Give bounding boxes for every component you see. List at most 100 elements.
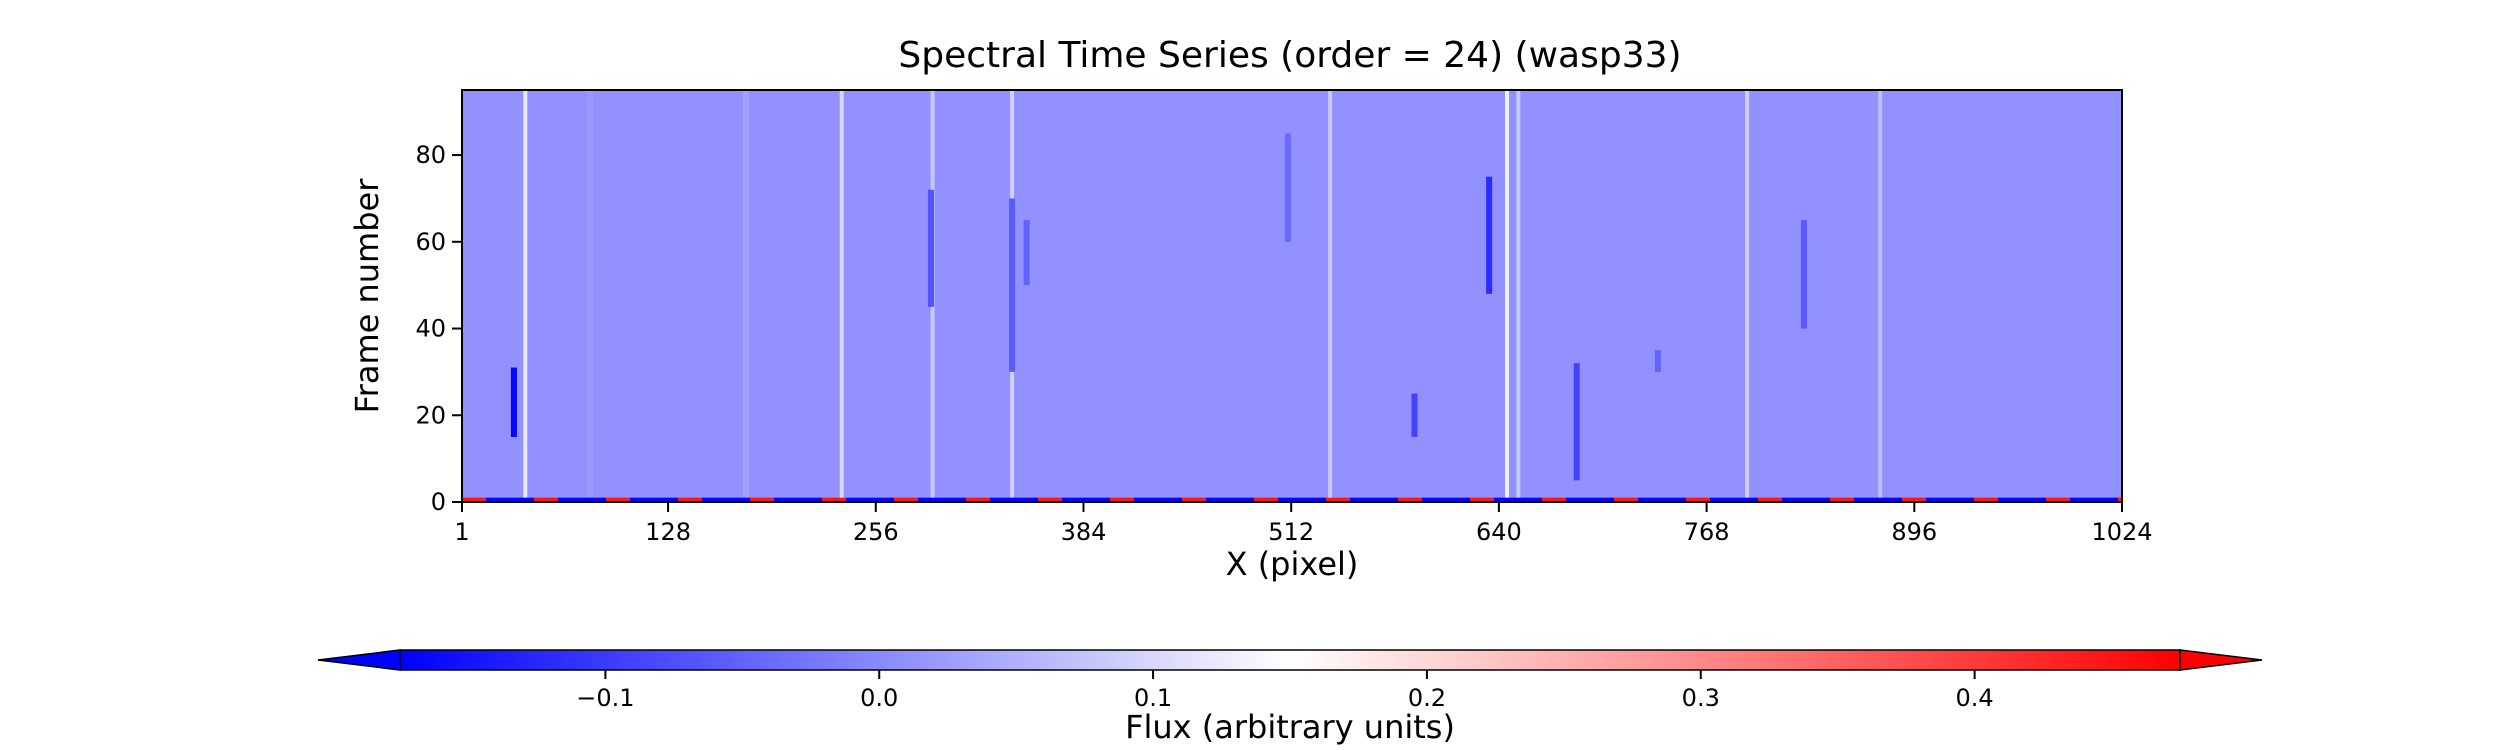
frame0-segment [1806, 497, 1830, 502]
bright-line [523, 90, 528, 502]
frame0-segment [534, 497, 558, 502]
frame0-segment [1254, 497, 1278, 502]
frame0-segment [1830, 497, 1854, 502]
colorbar-tick-label: 0.2 [1408, 684, 1446, 712]
absorption-line [1284, 133, 1291, 242]
frame0-segment [846, 497, 870, 502]
frame0-segment [918, 497, 942, 502]
x-axis: 1 128 256 384 512 640 768 896 1024 [454, 502, 2153, 546]
frame0-segment [606, 497, 630, 502]
colorbar-tick-label: 0.1 [1134, 684, 1172, 712]
frame0-segment [1518, 497, 1542, 502]
frame0-segment [558, 497, 582, 502]
bright-line [839, 90, 844, 502]
frame0-segment [1182, 497, 1206, 502]
frame0-segment [1158, 497, 1182, 502]
heatmap-background [462, 90, 2122, 502]
absorption-line [1654, 350, 1661, 372]
frame0-segment [1710, 497, 1734, 502]
absorption-line [1023, 220, 1030, 286]
frame0-segment [1926, 497, 1950, 502]
y-tick-label: 40 [415, 315, 446, 343]
x-tick-label: 1024 [2091, 518, 2152, 546]
frame0-segment [1758, 497, 1782, 502]
bright-line [1878, 90, 1883, 502]
frame0-segment [1854, 497, 1878, 502]
absorption-line [927, 189, 934, 307]
frame0-segment [1350, 497, 1374, 502]
frame0-segment [1038, 497, 1062, 502]
bright-line [1745, 90, 1750, 502]
frame0-segment [1446, 497, 1470, 502]
frame0-segment [1566, 497, 1590, 502]
y-tick-label: 80 [415, 141, 446, 169]
frame0-segment [1278, 497, 1302, 502]
frame0-segment [486, 497, 510, 502]
colorbar-label: Flux (arbitrary units) [1125, 708, 1455, 746]
frame0-segment [1014, 497, 1038, 502]
frame0-segment [1206, 497, 1230, 502]
frame0-segment [870, 497, 894, 502]
frame0-segment [1302, 497, 1326, 502]
frame0-segment [1878, 497, 1902, 502]
frame0-segment [1950, 497, 1974, 502]
absorption-line [1411, 393, 1418, 437]
colorbar-tick-label: 0.0 [860, 684, 898, 712]
frame0-segment [1326, 497, 1350, 502]
x-tick-label: 512 [1268, 518, 1314, 546]
frame0-segment [2070, 497, 2094, 502]
frame0-segment [1590, 497, 1614, 502]
frame0-segment [1374, 497, 1398, 502]
frame0-segment [1662, 497, 1686, 502]
x-tick-label: 1 [454, 518, 469, 546]
y-tick-label: 0 [431, 488, 446, 516]
frame0-segment [1422, 497, 1446, 502]
colorbar-tick-label: 0.4 [1956, 684, 1994, 712]
absorption-line [1009, 198, 1016, 372]
frame0-segment [1782, 497, 1806, 502]
frame0-segment [942, 497, 966, 502]
frame0-segment [1470, 497, 1494, 502]
frame0-segment [798, 497, 822, 502]
frame0-segment [822, 497, 846, 502]
y-tick-label: 60 [415, 228, 446, 256]
bright-line [1505, 90, 1510, 502]
x-tick-label: 128 [645, 518, 691, 546]
colorbar: −0.1 0.0 0.1 0.2 0.3 0.4 Flux (arbitrary unit… [317, 649, 2263, 746]
frame0-segment [1734, 497, 1758, 502]
frame0-segment [966, 497, 990, 502]
frame0-segment [702, 497, 726, 502]
frame0-segment [990, 497, 1014, 502]
x-tick-label: 768 [1684, 518, 1730, 546]
frame0-segment [2046, 497, 2070, 502]
frame0-segment [1494, 497, 1518, 502]
frame0-segment [678, 497, 702, 502]
heatmap-area [461, 89, 2123, 503]
colorbar-extend-low [317, 649, 401, 671]
frame0-segment [462, 497, 486, 502]
frame0-segment [1542, 497, 1566, 502]
frame0-segment [726, 497, 750, 502]
chart-title: Spectral Time Series (order = 24) (wasp3… [898, 35, 1681, 76]
frame0-segment [1902, 497, 1926, 502]
frame0-segment [582, 497, 606, 502]
frame0-segment [894, 497, 918, 502]
colorbar-ticks: −0.1 0.0 0.1 0.2 0.3 0.4 [576, 670, 1994, 712]
frame0-segment [1686, 497, 1710, 502]
x-axis-label: X (pixel) [1226, 545, 1359, 583]
y-tick-label: 20 [415, 401, 446, 429]
frame0-segment [1614, 497, 1638, 502]
absorption-line [1486, 176, 1493, 294]
absorption-line [1800, 220, 1807, 329]
y-axis-label: Frame number [348, 178, 386, 414]
frame0-segment [630, 497, 654, 502]
frame0-segment [1134, 497, 1158, 502]
heatmap-cells [462, 90, 2122, 502]
frame0-segment [1230, 497, 1254, 502]
bright-line [1328, 90, 1333, 502]
colorbar-gradient [399, 649, 2181, 671]
colorbar-extend-high [2179, 649, 2263, 671]
bright-line [1516, 90, 1521, 502]
absorption-line [510, 367, 517, 437]
